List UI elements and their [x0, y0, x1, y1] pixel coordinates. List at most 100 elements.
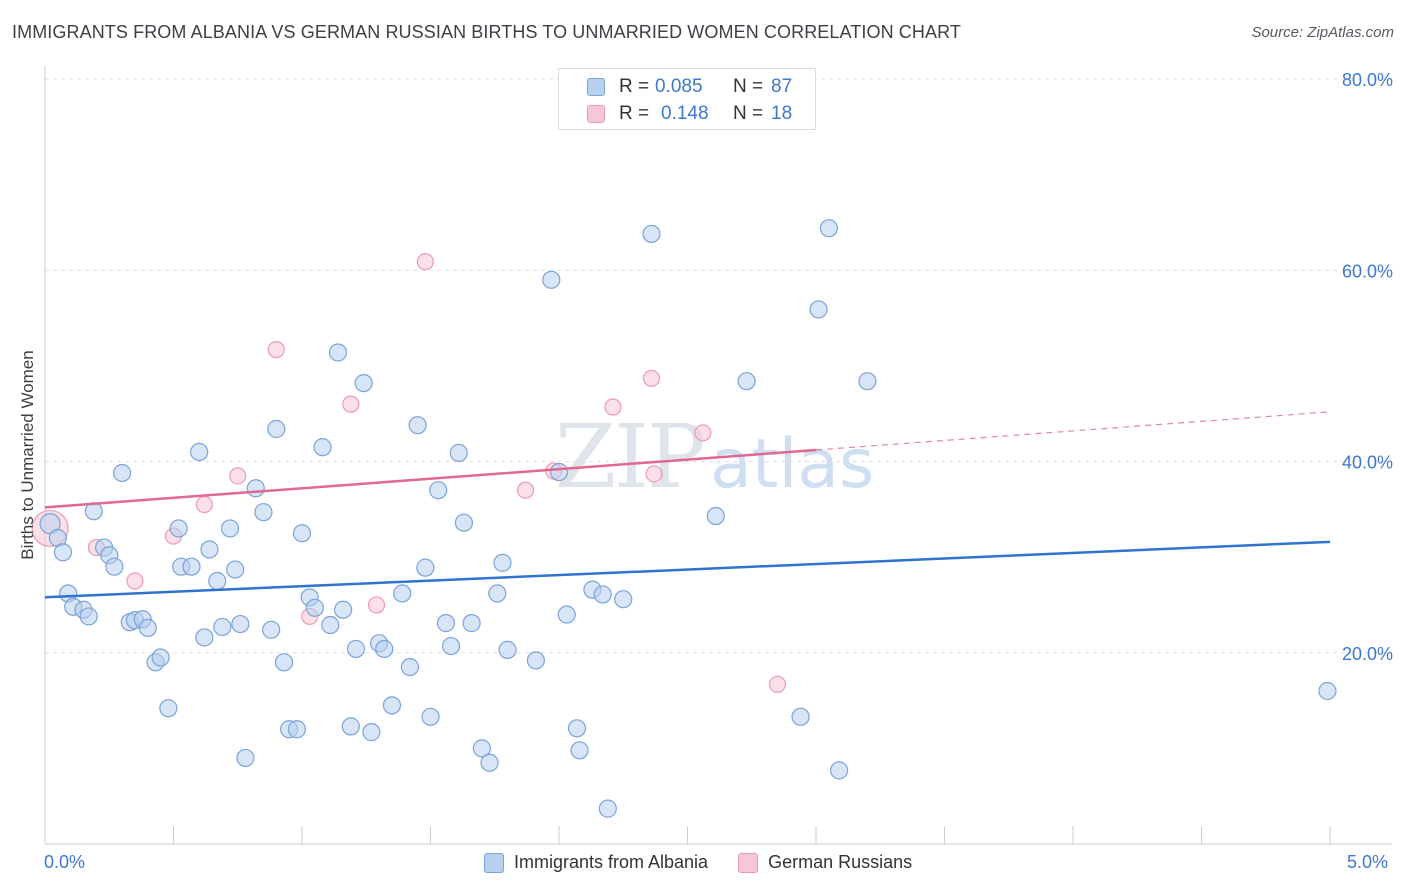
albania-point	[614, 590, 633, 609]
albania-point	[429, 481, 448, 500]
albania-point	[267, 419, 286, 439]
bottom-legend-albania[interactable]: Immigrants from Albania	[484, 852, 708, 873]
albania-point	[262, 620, 281, 639]
albania-point	[488, 584, 507, 603]
albania-point	[557, 605, 576, 624]
german-russians-point	[642, 369, 661, 387]
german-russians-trend-extension	[815, 411, 1331, 451]
albania-point	[567, 719, 587, 738]
albania-point	[593, 585, 612, 604]
albania-point	[472, 739, 491, 758]
german-russians-point	[768, 675, 787, 693]
albania-point	[159, 699, 178, 718]
albania-point	[313, 438, 332, 457]
german-russians-point	[367, 596, 386, 614]
albania-point	[382, 696, 402, 715]
albania-point	[208, 571, 227, 591]
albania-point	[819, 219, 838, 238]
german-russians-point	[342, 395, 360, 413]
legend-r-label: R =	[619, 103, 650, 124]
axis-layer	[44, 66, 1392, 845]
trend-layer	[44, 411, 1331, 599]
x-tick-label-min: 0.0%	[44, 852, 86, 872]
german-russians-point	[645, 465, 663, 483]
german-russians-point	[195, 495, 213, 514]
albania-point	[246, 479, 265, 498]
legend-n-label: N =	[733, 103, 764, 124]
albania-point	[436, 614, 456, 633]
albania-point	[462, 614, 481, 633]
albania-point	[416, 558, 435, 577]
legend-n-label: N =	[733, 76, 764, 97]
albania-point	[321, 615, 340, 635]
albania-point	[274, 653, 294, 672]
albania-point	[190, 442, 209, 462]
german-russians-point	[416, 253, 434, 271]
legend-r-value: 0.148	[661, 103, 709, 124]
bottom-legend-swatch-blue	[484, 852, 504, 873]
source-label: Source: ZipAtlas.com	[1251, 24, 1394, 41]
albania-point	[362, 723, 381, 742]
chart-title: IMMIGRANTS FROM ALBANIA VS GERMAN RUSSIA…	[12, 22, 961, 42]
albania-point	[105, 557, 124, 576]
albania-point	[346, 639, 366, 659]
german-russians-point	[694, 424, 712, 442]
legend-r-label: R =	[619, 76, 650, 97]
bottom-legend: Immigrants from Albania German Russians	[484, 852, 942, 873]
grid-layer	[45, 78, 1392, 654]
albania-point	[305, 598, 324, 617]
albania-point	[112, 463, 132, 483]
albania-point	[480, 753, 499, 772]
albania-points	[39, 219, 1337, 818]
german-russians-point	[126, 572, 144, 590]
bottom-legend-swatch-pink	[738, 852, 759, 873]
albania-point	[737, 372, 756, 391]
albania-point	[195, 628, 214, 647]
albania-point	[151, 648, 170, 667]
legend-row-german-russians: R = 0.148 N = 18	[587, 102, 792, 126]
y-axis-label: Births to Unmarried Women	[18, 350, 37, 560]
albania-point	[79, 607, 98, 626]
albania-point	[236, 748, 255, 768]
albania-point	[542, 270, 561, 289]
albania-point	[441, 636, 461, 656]
albania-point	[642, 224, 661, 244]
albania-point	[334, 600, 353, 619]
german-russians-point	[267, 341, 285, 359]
albania-point	[53, 543, 73, 562]
albania-point	[226, 560, 245, 579]
german-russians-point	[604, 398, 622, 416]
watermark-zip: ZIP	[555, 405, 706, 508]
watermark: ZIPatlas	[555, 405, 874, 508]
bottom-legend-label: Immigrants from Albania	[514, 852, 709, 872]
y-tick-label: 20.0%	[1342, 644, 1393, 664]
albania-point	[254, 503, 273, 522]
german-russians-point	[229, 467, 247, 485]
albania-point	[354, 373, 373, 393]
albania-point	[393, 584, 412, 603]
stats-legend: R = 0.085 N = 87 R = 0.148 N = 18	[558, 68, 816, 130]
watermark-atlas: atlas	[710, 425, 875, 504]
albania-point	[408, 416, 427, 435]
albania-point	[526, 651, 545, 670]
x-tick-label-max: 5.0%	[1347, 852, 1389, 872]
y-tick-label: 60.0%	[1342, 261, 1393, 281]
legend-swatch-blue	[587, 78, 605, 96]
albania-point	[493, 553, 512, 572]
legend-swatch-pink	[587, 105, 605, 123]
albania-point	[138, 618, 157, 637]
albania-point	[341, 717, 360, 736]
albania-point	[169, 519, 188, 538]
albania-point	[830, 761, 849, 780]
albania-point	[706, 506, 725, 526]
albania-point	[400, 657, 420, 677]
albania-point	[182, 557, 201, 576]
albania-point	[570, 741, 589, 760]
german-russians-trend-line	[44, 448, 817, 509]
bottom-legend-label: German Russians	[768, 852, 913, 872]
bottom-legend-german-russians[interactable]: German Russians	[738, 852, 912, 873]
albania-point	[809, 300, 828, 319]
albania-point	[449, 443, 468, 462]
y-tick-label: 80.0%	[1342, 70, 1393, 90]
